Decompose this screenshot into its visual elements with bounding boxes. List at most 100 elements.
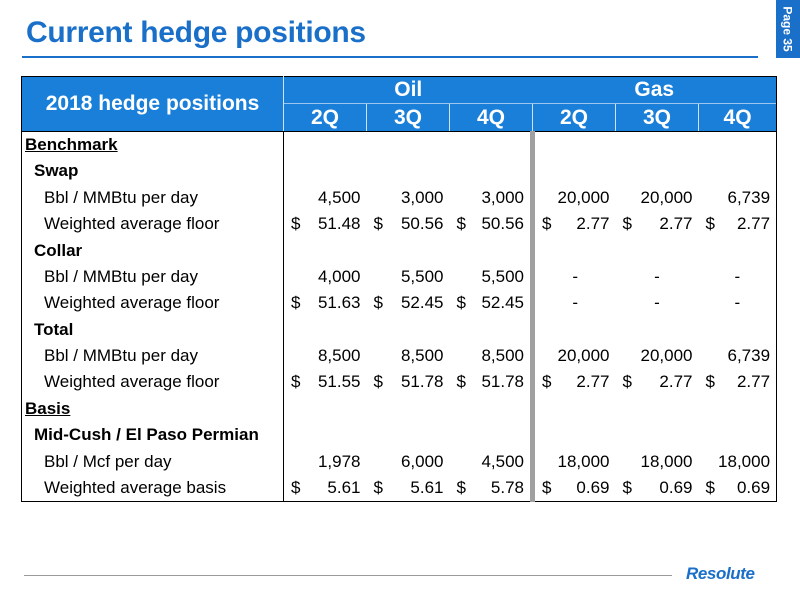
value-cell: $50.56 [367, 211, 450, 237]
resolute-logo: Resolute [686, 564, 755, 583]
cell-value: - [734, 293, 741, 313]
cell-value: 2.77 [736, 214, 771, 234]
value-cell: - [616, 290, 699, 316]
cell-value: - [734, 266, 741, 286]
value-cell [698, 422, 778, 449]
value-cell [698, 395, 778, 423]
footer-divider [24, 575, 672, 576]
value-cell: $2.77 [698, 210, 778, 238]
value-cell: 20,000 [530, 184, 616, 211]
cell-value: 3,000 [400, 187, 444, 207]
value-cell: 3,000 [450, 185, 533, 211]
currency-symbol: $ [705, 477, 715, 497]
currency-symbol: $ [373, 477, 383, 497]
value-cell [450, 131, 533, 158]
quarter-header: 4Q [698, 103, 778, 132]
currency-symbol: $ [456, 293, 466, 313]
value-cell: - [698, 290, 778, 317]
value-cell [616, 317, 699, 343]
cell-value: 0.69 [736, 478, 771, 498]
cell-value: 20,000 [557, 187, 610, 207]
value-cell [367, 131, 450, 158]
cell-value: 2.77 [576, 372, 610, 392]
quarter-header: 3Q [366, 103, 450, 132]
cell-value: 51.48 [317, 214, 361, 234]
value-cell [450, 422, 533, 448]
value-cell: $2.77 [698, 369, 778, 396]
table-row: Bbl / MMBtu per day 4,500 3,000 3,000 20,000… [21, 184, 778, 211]
cell-value: 6,739 [727, 187, 771, 207]
cell-value: 5.78 [490, 478, 525, 498]
value-cell: $51.78 [450, 369, 533, 395]
value-cell: 8,500 [450, 343, 533, 369]
cell-value: 2.77 [659, 214, 693, 234]
value-cell [616, 396, 699, 422]
row-label: Weighted average floor [21, 210, 284, 238]
cell-value: 52.45 [400, 293, 444, 313]
value-cell [616, 131, 699, 158]
table-row: Basis [21, 395, 778, 423]
cell-value: 6,000 [400, 451, 444, 471]
currency-symbol: $ [373, 293, 383, 313]
value-cell: 20,000 [530, 342, 616, 370]
quarter-header: 4Q [448, 103, 533, 132]
value-cell: $51.55 [284, 369, 367, 395]
value-cell: 1,978 [284, 448, 367, 474]
value-cell: 6,739 [698, 184, 778, 211]
value-cell [367, 422, 450, 448]
row-label: Bbl / Mcf per day [21, 448, 284, 475]
value-cell: - [698, 263, 778, 291]
row-label: Bbl / MMBtu per day [21, 342, 284, 370]
value-cell [530, 395, 616, 423]
cell-value: 0.69 [659, 478, 693, 498]
value-cell: $50.56 [450, 211, 533, 237]
table-row: Weighted average floor $51.63 $52.45 $52.45… [21, 290, 778, 317]
value-cell: $2.77 [530, 369, 616, 396]
value-cell: $2.77 [616, 369, 699, 395]
row-label: Mid-Cush / El Paso Permian [21, 422, 284, 449]
cell-value: 4,500 [481, 451, 525, 471]
row-label: Total [21, 316, 284, 343]
currency-symbol: $ [373, 372, 383, 392]
value-cell: 6,739 [698, 342, 778, 370]
cell-value: 5.61 [410, 478, 444, 498]
value-cell [616, 158, 699, 184]
value-cell [450, 396, 533, 422]
currency-symbol: $ [542, 213, 552, 233]
value-cell: 8,500 [367, 343, 450, 369]
value-cell [698, 131, 778, 159]
cell-value: - [654, 266, 660, 286]
value-cell: $0.69 [530, 474, 616, 503]
value-cell: $2.77 [530, 210, 616, 238]
row-label: Benchmark [21, 131, 284, 159]
quarter-header: 3Q [615, 103, 699, 132]
cell-value: 51.63 [317, 293, 361, 313]
value-cell [284, 317, 367, 343]
value-cell: 5,500 [450, 264, 533, 290]
cell-value: 8,500 [317, 346, 361, 366]
cell-value: 51.55 [317, 372, 361, 392]
value-cell: $0.69 [615, 474, 699, 503]
value-cell: 8,500 [284, 343, 367, 369]
value-cell: 18,000 [698, 448, 778, 475]
value-cell: $2.77 [616, 211, 699, 237]
cell-value: 18,000 [557, 451, 610, 471]
currency-symbol: $ [456, 213, 466, 233]
currency-symbol: $ [291, 213, 301, 233]
table-row: Weighted average floor $51.48 $50.56 $50.56… [21, 210, 778, 238]
value-cell [530, 422, 616, 449]
page-number: Page 35 [781, 6, 795, 52]
cell-value: 2.77 [736, 372, 771, 392]
value-cell [530, 237, 616, 264]
table-row: Bbl / MMBtu per day 8,500 8,500 8,500 20,000… [21, 342, 778, 370]
hedge-positions-table: 2018 hedge positions Oil Gas 2Q 3Q 4Q 2Q… [21, 75, 778, 503]
value-cell: $51.78 [367, 369, 450, 395]
title-underline [22, 56, 758, 58]
row-label: Weighted average floor [21, 290, 284, 317]
currency-symbol: $ [622, 477, 632, 497]
value-cell [284, 158, 367, 184]
cell-value: 51.78 [481, 372, 525, 392]
row-label: Basis [21, 395, 284, 423]
row-label: Collar [21, 237, 284, 264]
value-cell: 6,000 [367, 448, 450, 474]
